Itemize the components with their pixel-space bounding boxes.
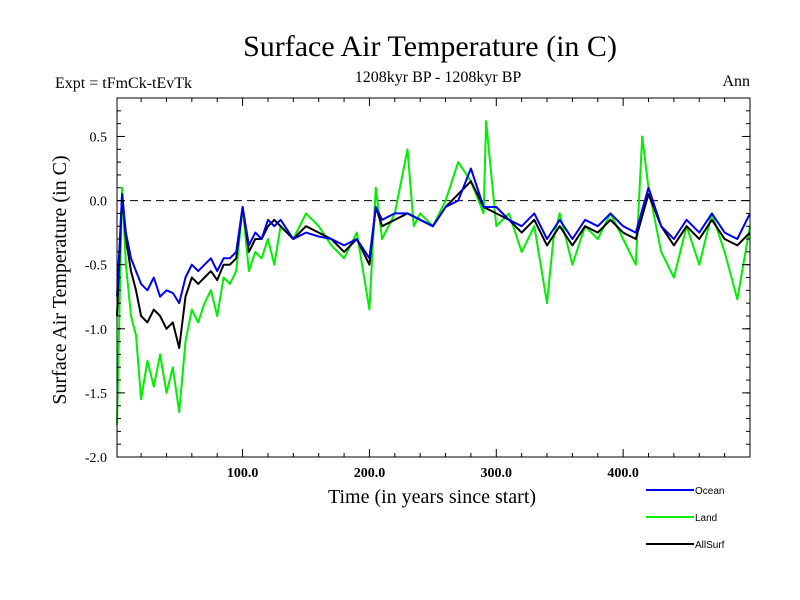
y-tick-label: 0.0 — [90, 195, 108, 210]
y-tick-label: -2.0 — [85, 451, 107, 466]
x-axis: 100.0 200.0 300.0 400.0 — [140, 98, 726, 481]
chart-subtitle: 1208kyr BP - 1208kyr BP — [355, 69, 522, 86]
legend-label-ocean: Ocean — [695, 486, 724, 497]
y-tick-label: -1.5 — [85, 387, 107, 402]
experiment-label: Expt = tFmCk-tEvTk — [55, 75, 192, 92]
x-axis-label: Time (in years since start) — [328, 486, 536, 508]
x-tick-label: 400.0 — [607, 466, 639, 481]
series-line-ocean — [116, 167, 751, 305]
y-tick-label: -1.0 — [85, 323, 107, 338]
chart-title: Surface Air Temperature (in C) — [243, 30, 617, 63]
legend: Ocean Land AllSurf — [646, 486, 725, 551]
legend-label-land: Land — [695, 513, 717, 524]
y-axis-label: Surface Air Temperature (in C) — [49, 155, 71, 404]
x-tick-label: 100.0 — [227, 466, 259, 481]
plot-frame — [116, 97, 751, 458]
season-label: Ann — [722, 73, 750, 90]
plot-area: 100.0 200.0 300.0 400.0 -2.0 -1.5 -1.0 -0.5 0.0… — [85, 97, 751, 481]
x-tick-label: 200.0 — [354, 466, 386, 481]
series-line-allsurf — [116, 180, 751, 349]
series-group — [116, 120, 751, 425]
y-axis: -2.0 -1.5 -1.0 -0.5 0.0 0.5 — [85, 97, 750, 466]
y-tick-label: 0.5 — [90, 130, 108, 145]
y-tick-label: -0.5 — [85, 259, 107, 274]
x-tick-label: 300.0 — [481, 466, 513, 481]
legend-label-allsurf: AllSurf — [695, 540, 725, 551]
